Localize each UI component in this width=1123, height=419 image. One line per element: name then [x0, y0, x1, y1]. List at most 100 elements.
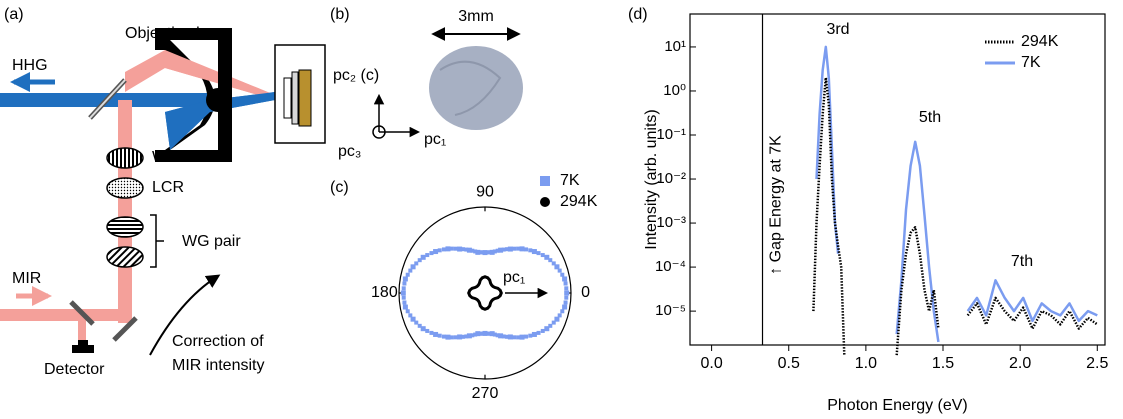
theta-tick-label: 180 [371, 284, 398, 301]
data-point-fill [442, 247, 446, 251]
data-point-fill [541, 253, 545, 257]
data-point-fill [548, 324, 552, 328]
x-tick-label: 1.0 [855, 355, 877, 372]
label: pc₂ (c) [333, 67, 379, 84]
y-tick-label: 10⁻³ [656, 214, 686, 231]
data-point [401, 291, 406, 296]
panel-label: (a) [4, 6, 24, 23]
legend-marker [540, 197, 550, 207]
data-line [469, 277, 502, 310]
theta-tick-label: 270 [472, 385, 499, 402]
data-point-fill [552, 261, 556, 265]
y-tick-label: 10⁻² [656, 170, 686, 187]
data-point-fill [558, 313, 562, 317]
figure: (a) Objective lens HHG WG LCR WG pair MI… [0, 0, 1123, 419]
data-point [564, 291, 569, 296]
data-point-fill [528, 248, 532, 252]
label: WG [152, 149, 180, 166]
theta-tick-label: 0 [581, 284, 590, 301]
sample [284, 78, 291, 118]
data-point-fill [406, 309, 410, 313]
data-point-fill [541, 329, 545, 333]
sample [292, 72, 298, 124]
y-tick-label: 10⁻⁴ [655, 258, 686, 275]
data-point [520, 335, 525, 340]
data-point-fill [512, 335, 516, 339]
data-point-fill [524, 247, 528, 251]
data-point [554, 317, 559, 322]
y-tick-label: 10¹ [664, 38, 686, 55]
objective-mirror [206, 88, 230, 112]
label: HHG [12, 57, 48, 74]
data-point-fill [418, 258, 422, 262]
data-point-fill [442, 335, 446, 339]
data-point-fill [402, 286, 406, 290]
data-point [411, 264, 416, 269]
data-point-fill [438, 248, 442, 252]
wire-grid [107, 148, 143, 168]
x-tick-label: 2.5 [1086, 355, 1108, 372]
gap-energy-label: ↑ Gap Energy at 7K [768, 135, 785, 275]
brace [150, 215, 164, 267]
x-tick-label: 2.0 [1009, 355, 1031, 372]
data-point [403, 276, 408, 281]
data-point [562, 305, 567, 310]
data-point [520, 246, 525, 251]
panel-label: (d) [628, 6, 648, 23]
y-tick-label: 10⁻⁵ [655, 302, 686, 319]
data-point-fill [402, 300, 406, 304]
data-point [433, 249, 438, 254]
label: 3mm [458, 8, 494, 25]
legend-marker [540, 176, 550, 186]
label: MIR intensity [172, 357, 264, 374]
data-point-fill [425, 253, 429, 257]
panel-label: (c) [330, 179, 349, 196]
detector [78, 340, 88, 346]
y-tick-label: 10⁻¹ [656, 126, 686, 143]
x-axis-label: Photon Energy (eV) [827, 397, 968, 414]
data-point-fill [429, 331, 433, 335]
legend-label: 294K [560, 193, 598, 210]
data-point [532, 249, 537, 254]
panel-label: (b) [330, 6, 350, 23]
legend-label: 294K [1021, 33, 1059, 50]
data-point [433, 332, 438, 337]
label: Detector [44, 361, 105, 378]
mir-beam [118, 100, 132, 323]
data-point [445, 335, 450, 340]
data-point [562, 276, 567, 281]
data-point [445, 246, 450, 251]
label: Correction of [172, 333, 264, 350]
data-point-fill [454, 247, 458, 251]
data-point-fill [406, 273, 410, 277]
label: LCR [152, 179, 184, 196]
label: WG pair [182, 233, 241, 250]
data-point-fill [537, 331, 541, 335]
data-point [532, 332, 537, 337]
label: pc₁ [424, 131, 446, 148]
data-point-fill [438, 334, 442, 338]
sample-photo [429, 46, 523, 130]
wire-grid [107, 247, 143, 267]
data-point-fill [516, 335, 520, 339]
data-point-fill [564, 286, 568, 290]
wire-grid [107, 217, 143, 237]
x-tick-label: 0.0 [700, 355, 722, 372]
label: pc₃ [338, 143, 361, 160]
data-point-fill [425, 329, 429, 333]
data-point-fill [429, 251, 433, 255]
data-point-fill [402, 296, 406, 300]
data-point-fill [528, 334, 532, 338]
x-tick-label: 0.5 [778, 355, 800, 372]
data-point-fill [564, 282, 568, 286]
data-point [544, 255, 549, 260]
y-tick-label: 10⁰ [663, 82, 686, 99]
data-point-fill [516, 247, 520, 251]
data-point-fill [524, 335, 528, 339]
data-point-fill [408, 269, 412, 273]
harmonic-label: 3rd [826, 21, 849, 38]
theta-tick-label: 90 [476, 184, 494, 201]
harmonic-label: 5th [919, 109, 941, 126]
sample-mount [299, 70, 311, 126]
data-point [403, 305, 408, 310]
